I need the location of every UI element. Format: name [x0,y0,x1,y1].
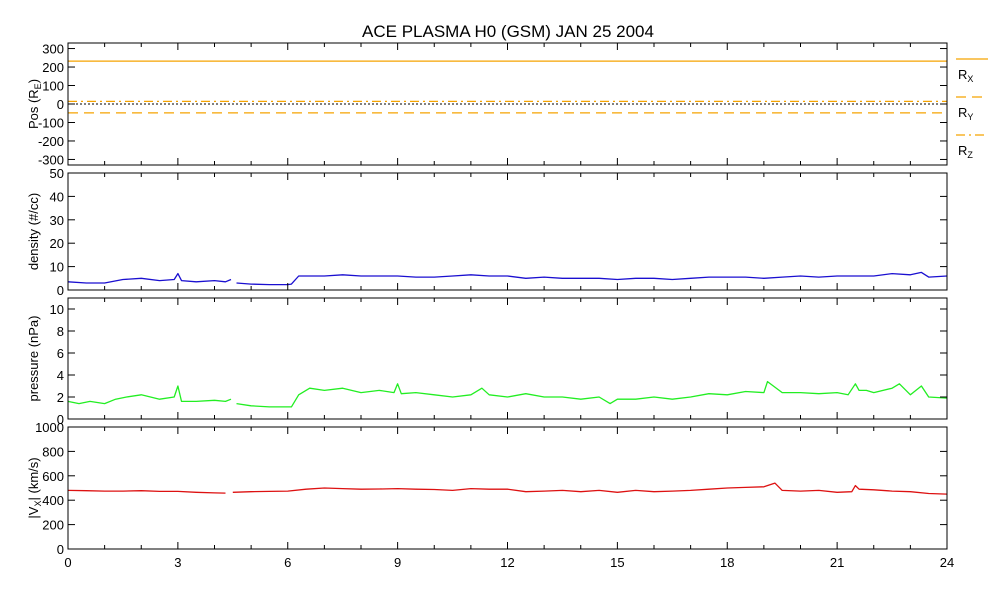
x-tick-label: 24 [940,555,954,570]
series-line-density [67,271,948,286]
y-tick-label: 8 [57,324,64,339]
y-axis-label-text: pressure (nPa) [26,316,41,402]
legend-label-subscript: Z [967,150,973,160]
y-tick-label: 20 [50,236,64,251]
y-tick-label: 200 [42,518,64,533]
y-axis-label-vx: |VX| (km/s) [26,457,43,518]
y-tick-label: 4 [57,368,64,383]
y-axis-label-text: Pos (R [26,89,41,129]
panel-pressure: 0 2 4 6 8 10 pressure (nPa) [26,297,948,427]
y-axis-label-text: |V [26,506,41,518]
y-tick-label: 100 [42,79,64,94]
y-tick-label: 600 [42,469,64,484]
y-axis-label-end: | (km/s) [26,457,41,500]
y-axis-label-density: density (#/cc) [26,193,41,270]
series-line-pressure [67,380,948,408]
y-tick-label: 300 [42,42,64,57]
legend-label: RX [958,67,973,84]
legend-label-text: R [958,67,967,82]
y-tick-label: 400 [42,493,64,508]
panel-vx: 0 200 400 600 800 1000 |VX| (km/s) [26,420,948,557]
y-tick-label: -100 [38,115,64,130]
y-tick-label: 40 [50,189,64,204]
series-line-vx [67,482,948,495]
y-tick-label: 10 [50,302,64,317]
legend-label-subscript: X [967,74,973,84]
x-axis: 0 3 6 9 12 15 18 21 24 [64,555,954,570]
y-axis-label-subscript: E [33,83,43,89]
legend-label-text: R [958,105,967,120]
y-tick-label: 0 [57,542,64,557]
y-tick-label: -300 [38,152,64,167]
y-tick-label: 2 [57,390,64,405]
x-tick-label: 21 [830,555,844,570]
y-axis-label-pos: Pos (RE) [26,79,43,129]
legend-label: RY [958,105,973,122]
panel-density: 0 10 20 30 40 50 density (#/cc) [26,166,948,298]
y-tick-label: 800 [42,444,64,459]
y-tick-label: 200 [42,60,64,75]
legend-label-text: R [958,143,967,158]
x-tick-label: 18 [720,555,734,570]
y-axis-label-subscript: X [33,501,43,507]
y-tick-label: 1000 [35,420,64,435]
y-tick-label: -200 [38,134,64,149]
y-axis-label-text: density (#/cc) [26,193,41,270]
legend-label: RZ [958,143,973,160]
x-tick-label: 15 [610,555,624,570]
y-axis-label-pressure: pressure (nPa) [26,316,41,402]
x-tick-label: 3 [174,555,181,570]
x-tick-label: 12 [500,555,514,570]
y-tick-label: 0 [57,412,64,427]
y-tick-label: 30 [50,213,64,228]
legend-label-subscript: Y [967,112,973,122]
x-tick-label: 6 [284,555,291,570]
y-tick-label: 0 [57,283,64,298]
y-tick-label: 0 [57,97,64,112]
chart-title: ACE PLASMA H0 (GSM) JAN 25 2004 [362,22,654,41]
y-tick-label: 50 [50,166,64,181]
y-axis-label-end: ) [26,79,41,83]
y-tick-label: 6 [57,346,64,361]
x-tick-label: 9 [394,555,401,570]
x-tick-label: 0 [64,555,71,570]
y-tick-label: 10 [50,260,64,275]
